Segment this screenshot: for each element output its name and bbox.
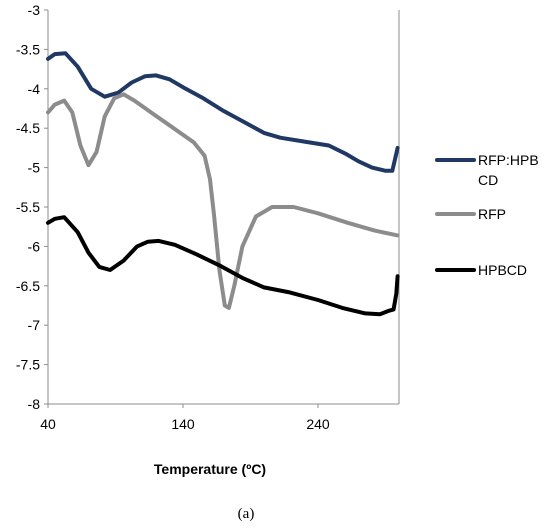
x-axis-ticks: 40 140 240 xyxy=(40,404,330,432)
x-axis-title: Temperature (ºC) xyxy=(154,461,266,477)
plot-frame xyxy=(47,10,400,405)
y-tick-label: -4 xyxy=(28,81,41,97)
y-tick-label: -7 xyxy=(28,317,41,333)
y-axis-ticks: -3 -3.5 -4 -4.5 -5 -5.5 -6 -6.5 -7 -7.5 -8 xyxy=(16,2,48,412)
series-line xyxy=(46,92,400,310)
legend-label: RFP:HPB CD xyxy=(478,152,539,188)
y-tick-label: -4.5 xyxy=(16,120,40,136)
figure-caption: (a) xyxy=(238,506,255,522)
y-tick-label: -3.5 xyxy=(16,41,40,57)
y-tick-label: -8 xyxy=(28,396,41,412)
series-line xyxy=(46,215,400,317)
series-line xyxy=(46,51,400,173)
y-tick-label: -5 xyxy=(28,160,41,176)
legend-label: RFP xyxy=(478,206,506,222)
y-tick-label: -7.5 xyxy=(16,357,40,373)
x-tick-label: 40 xyxy=(40,416,56,432)
y-tick-label: -6.5 xyxy=(16,278,40,294)
series-lines xyxy=(46,51,400,317)
x-tick-label: 140 xyxy=(171,416,195,432)
y-tick-label: -6 xyxy=(28,238,41,254)
legend: RFP:HPB CD RFP HPBCD xyxy=(435,152,539,278)
y-tick-label: -3 xyxy=(28,2,41,18)
x-tick-label: 240 xyxy=(306,416,330,432)
y-tick-label: -5.5 xyxy=(16,199,40,215)
legend-label: HPBCD xyxy=(478,262,527,278)
